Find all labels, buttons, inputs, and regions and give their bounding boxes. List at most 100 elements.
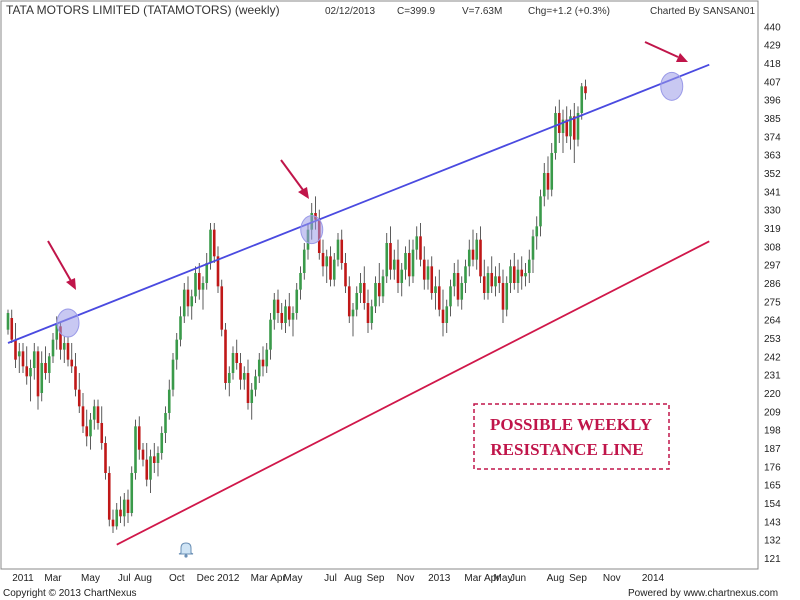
x-tick-label: Mar <box>464 573 482 584</box>
touch-point-highlight <box>660 71 684 101</box>
x-tick-label: 2011 <box>12 573 34 584</box>
candle-body <box>284 306 287 323</box>
header-close: C=399.9 <box>397 6 436 17</box>
candle-body <box>261 359 265 367</box>
candle-body <box>460 283 464 300</box>
candle-body <box>332 259 336 280</box>
candle-body <box>479 239 482 277</box>
x-tick-label: May <box>81 573 100 584</box>
candle-body <box>430 266 434 293</box>
x-tick-label: Nov <box>603 573 621 584</box>
candle-body <box>527 259 531 273</box>
candle-body <box>186 289 190 307</box>
candle-body <box>276 299 280 313</box>
y-tick-label: 187 <box>764 444 781 455</box>
candle-body <box>104 443 107 473</box>
candle-body <box>374 283 377 307</box>
candle-body <box>92 406 96 420</box>
candle-body <box>246 373 250 403</box>
y-tick-label: 198 <box>764 426 781 437</box>
candle-body <box>100 423 104 443</box>
x-tick-label: Sep <box>569 573 587 584</box>
footer-copyright: Copyright © 2013 ChartNexus <box>3 588 137 599</box>
y-tick-label: 132 <box>764 536 781 547</box>
x-tick-label: Nov <box>397 573 415 584</box>
annotation-line1: POSSIBLE WEEKLY <box>490 415 652 434</box>
candle-body <box>366 303 370 323</box>
candle-body <box>565 119 569 137</box>
candle-body <box>359 283 362 293</box>
candle-body <box>531 236 535 260</box>
y-tick-label: 440 <box>764 22 781 33</box>
candle-body <box>494 276 497 287</box>
candle-body <box>220 286 224 330</box>
candle-body <box>411 249 415 277</box>
candle-body <box>561 119 565 133</box>
y-tick-label: 341 <box>764 187 781 198</box>
candle-body <box>137 426 141 450</box>
candle-body <box>456 273 460 300</box>
candle-body <box>422 259 426 280</box>
candle-body <box>520 269 524 277</box>
candle-body <box>344 263 347 287</box>
candle-body <box>524 273 527 277</box>
chart-title: TATA MOTORS LIMITED (TATAMOTORS) (weekly… <box>6 3 280 17</box>
x-tick-label: Aug <box>134 573 152 584</box>
candle-body <box>212 229 216 257</box>
touch-point-highlight <box>56 308 80 338</box>
candle-body <box>490 273 494 287</box>
candle-body <box>209 229 212 263</box>
y-tick-label: 286 <box>764 279 781 290</box>
candle-body <box>389 243 392 270</box>
candle-body <box>126 499 130 513</box>
candle-body <box>10 318 14 340</box>
candle-body <box>6 313 10 330</box>
candle-body <box>205 263 209 283</box>
annotation-box: POSSIBLE WEEKLY RESISTANCE LINE <box>473 403 670 470</box>
candle-body <box>501 283 505 310</box>
x-tick-label: Aug <box>344 573 362 584</box>
footer-powered-by: Powered by www.chartnexus.com <box>628 588 778 599</box>
touch-point-highlight <box>300 215 324 245</box>
candle-body <box>122 499 126 517</box>
candle-body <box>404 253 407 270</box>
candle-body <box>486 273 490 293</box>
y-tick-label: 330 <box>764 206 781 217</box>
y-tick-label: 209 <box>764 407 781 418</box>
trendlines <box>7 63 710 546</box>
candle-body <box>437 286 441 310</box>
candle-body <box>119 509 122 517</box>
candle-body <box>14 339 17 360</box>
candle-body <box>134 426 137 473</box>
candle-body <box>516 269 520 283</box>
candle-body <box>17 351 21 357</box>
candle-body <box>464 266 467 283</box>
candle-body <box>235 353 239 363</box>
candle-body <box>400 269 404 283</box>
candle-body <box>194 273 197 297</box>
candle-body <box>441 309 445 323</box>
candle-body <box>272 299 276 320</box>
candle-body <box>580 86 584 113</box>
candle-body <box>62 343 66 350</box>
candle-body <box>542 173 546 197</box>
x-tick-label: Jul <box>118 573 131 584</box>
x-tick-label: Sep <box>367 573 385 584</box>
highlights <box>56 71 684 338</box>
candle-body <box>299 273 302 290</box>
y-tick-label: 275 <box>764 297 781 308</box>
y-tick-label: 242 <box>764 352 781 363</box>
y-tick-label: 385 <box>764 114 781 125</box>
annotation-line2: RESISTANCE LINE <box>490 440 643 459</box>
x-tick-label: 2013 <box>428 573 451 584</box>
candle-body <box>385 243 389 277</box>
candle-body <box>239 363 242 380</box>
candle-body <box>32 351 36 368</box>
candle-body <box>572 116 576 140</box>
header-volume: V=7.63M <box>462 6 502 17</box>
candle-body <box>550 153 554 190</box>
candle-body <box>269 319 272 350</box>
header-date: 02/12/2013 <box>325 6 375 17</box>
